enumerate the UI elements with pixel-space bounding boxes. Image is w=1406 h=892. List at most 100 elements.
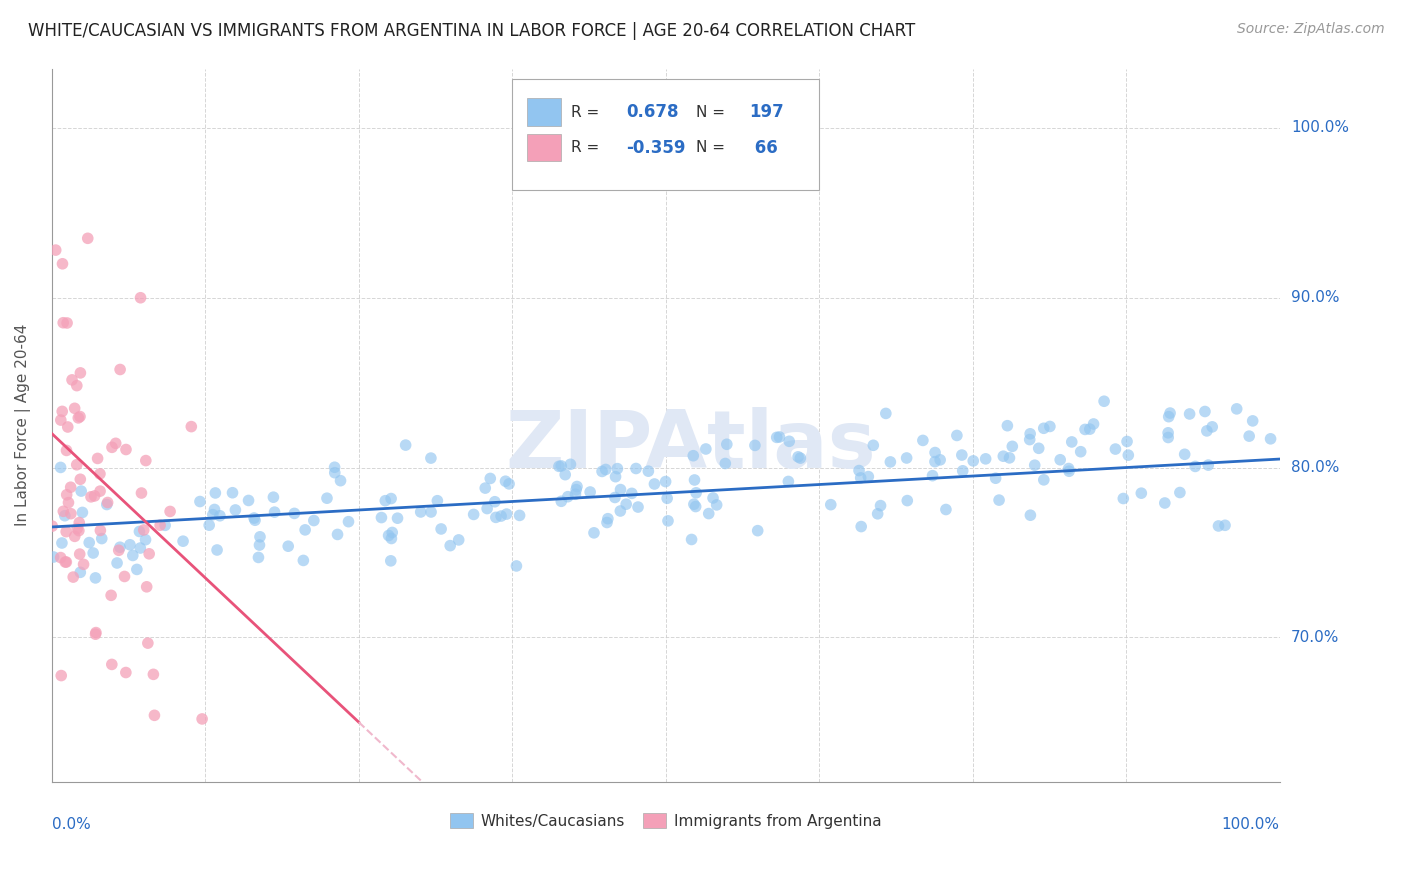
Point xyxy=(135,453,157,467)
Point xyxy=(302,514,325,528)
Y-axis label: In Labor Force | Age 20-64: In Labor Force | Age 20-64 xyxy=(15,324,31,526)
Point xyxy=(55,488,77,502)
Point xyxy=(198,518,221,533)
Point xyxy=(143,708,166,723)
Point xyxy=(1130,486,1153,500)
Point xyxy=(224,503,246,517)
Point xyxy=(101,657,124,672)
Point xyxy=(1226,401,1249,416)
Point xyxy=(45,243,67,257)
Point xyxy=(63,529,86,543)
Point xyxy=(204,486,226,500)
Point xyxy=(188,494,211,508)
Point xyxy=(974,451,997,466)
Point xyxy=(1159,406,1181,420)
Point xyxy=(84,625,107,640)
Point xyxy=(83,489,105,503)
Point xyxy=(60,373,83,387)
Point xyxy=(683,497,706,511)
Point xyxy=(63,401,86,416)
Point xyxy=(484,494,506,508)
Point xyxy=(550,458,572,473)
Point xyxy=(208,508,231,523)
Point xyxy=(89,484,111,499)
FancyBboxPatch shape xyxy=(527,134,561,161)
Point xyxy=(1032,421,1054,435)
Point xyxy=(104,436,127,450)
Point xyxy=(132,523,155,537)
Point xyxy=(474,481,496,495)
Point xyxy=(49,413,72,427)
Point xyxy=(984,471,1007,485)
Point xyxy=(1174,447,1197,461)
Point xyxy=(702,491,724,505)
Point xyxy=(439,539,461,553)
Point xyxy=(744,438,766,452)
Point xyxy=(1168,485,1191,500)
Point xyxy=(1116,434,1139,449)
Point xyxy=(370,510,392,524)
Point xyxy=(72,558,94,572)
Point xyxy=(108,362,131,376)
Point xyxy=(420,505,443,519)
Point xyxy=(97,495,120,509)
Point xyxy=(149,518,172,533)
Point xyxy=(58,495,80,509)
Point xyxy=(505,558,527,573)
Point xyxy=(1032,473,1054,487)
Point xyxy=(263,505,285,519)
Point xyxy=(204,502,226,516)
Point xyxy=(1019,508,1042,523)
Point xyxy=(1112,491,1135,506)
Point xyxy=(1178,407,1201,421)
Point xyxy=(205,543,228,558)
Point xyxy=(681,533,703,547)
Point xyxy=(479,471,502,485)
Point xyxy=(56,316,79,330)
Point xyxy=(924,445,946,459)
Point xyxy=(159,504,181,518)
Point xyxy=(609,483,631,497)
Point xyxy=(387,511,409,525)
Point xyxy=(142,667,165,681)
Point xyxy=(1157,430,1180,444)
Point xyxy=(1116,448,1139,462)
Point xyxy=(42,549,65,564)
Point xyxy=(911,434,934,448)
Point xyxy=(851,519,873,533)
Point xyxy=(579,485,602,500)
Point xyxy=(1039,419,1062,434)
Point xyxy=(395,438,418,452)
Point xyxy=(100,588,122,602)
Point xyxy=(1049,452,1071,467)
Point xyxy=(1153,496,1175,510)
Point xyxy=(695,442,717,456)
Point xyxy=(249,538,271,552)
Point xyxy=(129,291,152,305)
Point xyxy=(51,257,73,271)
Point xyxy=(560,458,582,472)
Point xyxy=(41,519,63,533)
Point xyxy=(56,420,79,434)
Point xyxy=(1083,417,1105,431)
Point xyxy=(101,440,124,454)
Point xyxy=(66,522,89,536)
Point xyxy=(52,316,75,330)
Point xyxy=(1001,439,1024,453)
Point xyxy=(53,508,76,523)
Point xyxy=(924,455,946,469)
Point xyxy=(243,511,266,525)
Point xyxy=(1157,409,1180,424)
Point xyxy=(489,509,512,524)
Point xyxy=(69,547,91,561)
Point xyxy=(115,442,138,457)
Point xyxy=(69,472,91,486)
Text: 80.0%: 80.0% xyxy=(1291,460,1339,475)
Point xyxy=(654,475,676,489)
Point xyxy=(1260,432,1282,446)
Point xyxy=(582,525,605,540)
Point xyxy=(1057,464,1080,478)
Point xyxy=(1019,426,1042,441)
Point xyxy=(950,448,973,462)
Text: -0.359: -0.359 xyxy=(627,138,686,157)
